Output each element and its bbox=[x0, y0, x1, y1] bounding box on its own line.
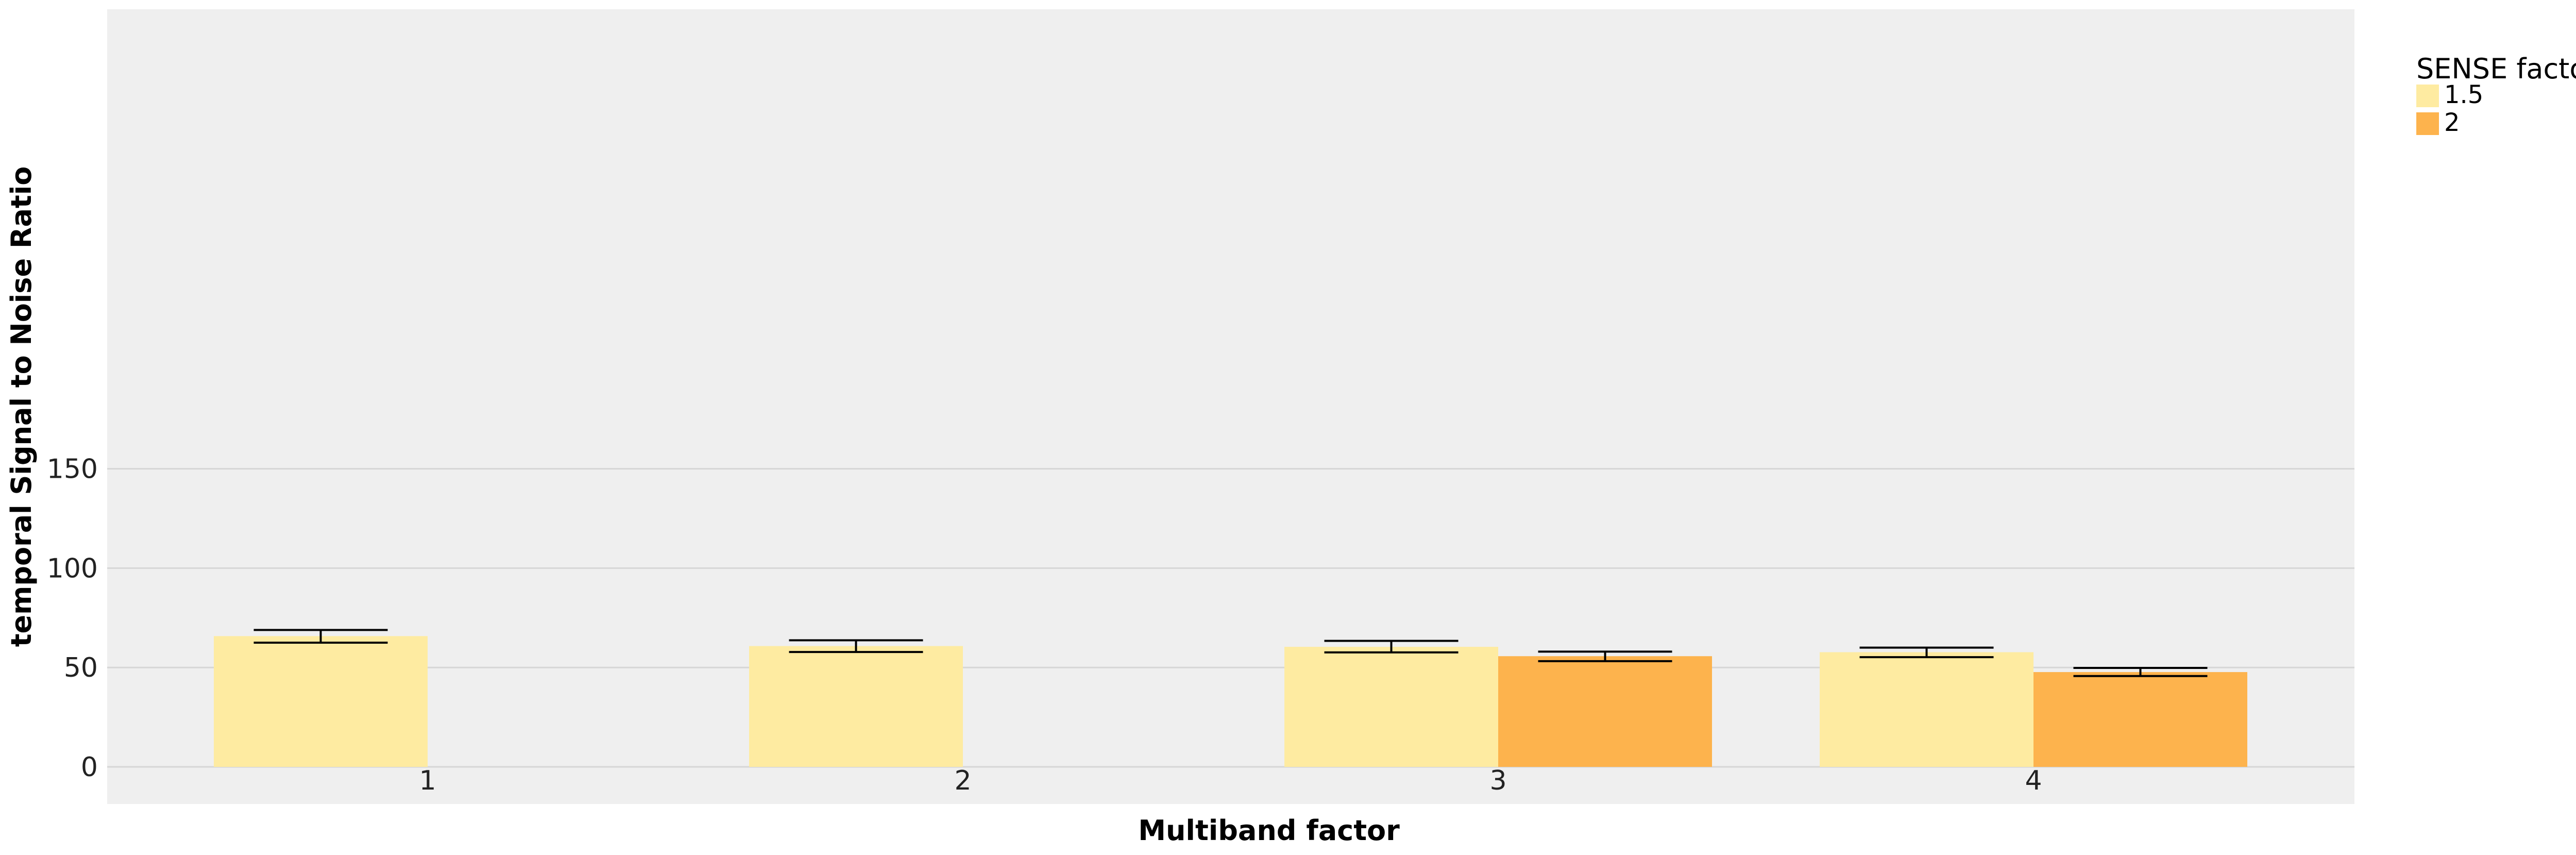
error-bar bbox=[253, 629, 388, 644]
x-tick-label: 1 bbox=[419, 765, 436, 796]
legend-swatch-1-5 bbox=[2416, 85, 2439, 107]
y-tick-label: 50 bbox=[64, 652, 98, 683]
legend: SENSE factor 1.5 2 bbox=[2416, 53, 2576, 137]
x-tick-label: 3 bbox=[1489, 765, 1506, 796]
error-bars bbox=[253, 629, 2208, 677]
error-bar bbox=[2073, 666, 2208, 677]
bars bbox=[214, 636, 2247, 767]
x-tick-label: 4 bbox=[2025, 765, 2042, 796]
error-bar bbox=[1859, 646, 1994, 659]
legend-swatch-2 bbox=[2416, 112, 2439, 135]
y-axis-title: temporal Signal to Noise Ratio bbox=[5, 166, 38, 647]
y-tick-label: 0 bbox=[81, 752, 98, 783]
x-tick-labels: 1 2 3 4 bbox=[419, 765, 2042, 796]
legend-label-2: 2 bbox=[2444, 108, 2460, 137]
x-axis-title: Multiband factor bbox=[1138, 814, 1400, 847]
error-bar bbox=[1538, 650, 1672, 662]
error-bar bbox=[789, 639, 923, 653]
error-bar bbox=[1324, 640, 1459, 653]
y-tick-label: 100 bbox=[47, 553, 98, 584]
bar-series-2-mb-3 bbox=[1498, 656, 1712, 767]
y-tick-label: 150 bbox=[47, 454, 98, 485]
x-tick-label: 2 bbox=[954, 765, 971, 796]
y-tick-labels: 0 50 100 150 bbox=[47, 454, 98, 783]
bar-series-2-mb-4 bbox=[2033, 672, 2247, 767]
legend-title: SENSE factor bbox=[2416, 53, 2576, 85]
bar-series-1-5-mb-2 bbox=[749, 646, 963, 767]
legend-label-1-5: 1.5 bbox=[2444, 80, 2483, 109]
bar-series-1-5-mb-4 bbox=[1820, 652, 2033, 767]
bar-series-1-5-mb-3 bbox=[1284, 647, 1498, 767]
bar-series-1-5-mb-1 bbox=[214, 636, 428, 767]
